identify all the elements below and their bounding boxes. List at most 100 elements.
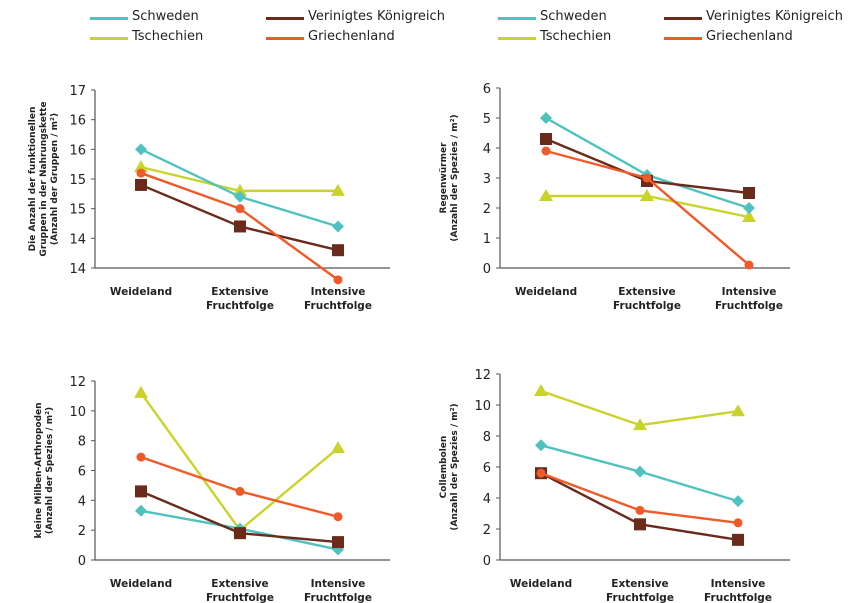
data-point	[234, 220, 246, 233]
y-tick-label: 16	[69, 143, 86, 158]
series-line	[140, 455, 339, 518]
y-axis-label: Die Anzahl der funktionellenGruppen in d…	[28, 101, 60, 256]
series-tschechien	[134, 160, 345, 196]
data-point	[234, 527, 246, 540]
y-tick-label: 12	[69, 375, 86, 390]
series-griechenland	[136, 168, 343, 285]
y-tick-label: 2	[483, 523, 491, 538]
y-tick-label: 17	[69, 84, 86, 99]
legend-swatch	[664, 17, 702, 20]
data-point	[331, 183, 345, 196]
data-point	[234, 190, 246, 203]
data-point	[134, 160, 148, 173]
legend-label: Griechenland	[308, 29, 395, 44]
data-point	[536, 468, 546, 478]
series-verinigtes-königreich	[135, 178, 344, 257]
y-tick-label: 1	[483, 232, 491, 247]
series-verinigtes-königreich	[135, 485, 344, 549]
legend-label: Verinigtes Königreich	[706, 9, 843, 24]
legend-swatch	[498, 17, 536, 20]
y-tick-label: 8	[483, 430, 491, 445]
x-tick-label: Extensive Fruchtfolge	[206, 578, 274, 603]
y-tick-label: 8	[78, 435, 86, 450]
legend-swatch	[266, 37, 304, 40]
data-point	[333, 275, 343, 285]
y-tick-label: 0	[78, 554, 86, 569]
legend-swatch	[498, 37, 536, 40]
data-point	[642, 173, 652, 183]
y-tick-label: 0	[483, 262, 491, 277]
y-tick-label: 14	[69, 232, 86, 247]
x-tick-label: Intensive Fruchtfolge	[715, 286, 783, 312]
data-point	[634, 465, 646, 478]
data-point	[534, 384, 548, 397]
legend-label: Tschechien	[132, 29, 204, 44]
data-point	[743, 202, 755, 214]
chart-panel-2: 0 1 2 3 4 5 6 Weideland Extensive Fruchtfolge Inte…	[439, 82, 790, 312]
data-point	[742, 210, 756, 222]
series-griechenland	[541, 146, 754, 270]
y-tick-label: 6	[483, 461, 491, 476]
legend-label: Griechenland	[706, 29, 793, 44]
series-schweden	[535, 439, 744, 508]
y-tick-label: 2	[78, 524, 86, 539]
legend-left: Schweden Verinigtes Königreich Tschechie…	[90, 9, 450, 60]
legend-swatch	[90, 37, 128, 40]
x-tick-label: Extensive Fruchtfolge	[206, 286, 274, 312]
legend-label: Tschechien	[540, 29, 612, 44]
y-axis-label: kleine Milben-Arthropoden(Anzahl der Spe…	[34, 402, 55, 538]
y-tick-label: 4	[483, 142, 491, 157]
x-tick-label: Weideland	[110, 578, 172, 590]
x-tick-label: Weideland	[110, 286, 172, 298]
x-tick-label: Extensive Fruchtfolge	[613, 286, 681, 312]
y-axis-label: Regenwürmer(Anzahl der Spezies / m²)	[439, 114, 460, 241]
legend-swatch	[90, 17, 128, 20]
chart-panel-4: 0 2 4 6 8 10 12 Weideland Extensive Fruchtfolge In…	[439, 368, 790, 603]
data-point	[540, 112, 552, 124]
legend-swatch	[266, 17, 304, 20]
data-point	[640, 189, 654, 201]
data-point	[233, 183, 247, 196]
series-tschechien	[534, 384, 745, 431]
series-tschechien	[134, 385, 345, 536]
legend-label: Schweden	[132, 9, 199, 24]
data-point	[733, 518, 743, 528]
data-point	[134, 385, 148, 398]
data-point	[744, 260, 754, 270]
y-tick-label: 12	[474, 368, 491, 383]
data-point	[540, 133, 552, 145]
data-point	[135, 485, 147, 498]
data-point	[332, 536, 344, 549]
data-point	[136, 452, 146, 462]
y-tick-label: 15	[69, 173, 86, 188]
data-point	[541, 146, 551, 156]
legend-label: Schweden	[540, 9, 607, 24]
chart-panel-3: 0 2 4 6 8 10 12 Weideland Extensive Fruchtfolge In…	[34, 375, 390, 603]
series-schweden	[135, 143, 344, 233]
y-axis-label: Collembolen(Anzahl der Spezies / m²)	[439, 403, 460, 530]
data-point	[332, 220, 344, 233]
series-griechenland	[536, 468, 743, 528]
data-point	[135, 178, 147, 191]
data-point	[135, 504, 147, 517]
chart-panel-1: 14 14 15 15 16 16 17 Weideland Extensive Fruchtfo…	[28, 84, 390, 312]
y-tick-label: 10	[69, 405, 86, 420]
data-point	[732, 533, 744, 546]
y-tick-label: 4	[78, 494, 86, 509]
data-point	[535, 439, 547, 452]
y-tick-label: 4	[483, 492, 491, 507]
data-point	[539, 189, 553, 201]
y-tick-label: 6	[78, 465, 86, 480]
data-point	[731, 404, 745, 417]
data-point	[136, 168, 146, 178]
x-tick-label: Intensive Fruchtfolge	[304, 578, 372, 603]
y-tick-label: 6	[483, 82, 491, 97]
data-point	[333, 512, 343, 522]
data-point	[635, 505, 645, 515]
series-verinigtes-königreich	[540, 133, 755, 199]
series-griechenland	[136, 452, 343, 522]
y-tick-label: 14	[69, 262, 86, 277]
data-point	[743, 187, 755, 199]
data-point	[633, 418, 647, 431]
